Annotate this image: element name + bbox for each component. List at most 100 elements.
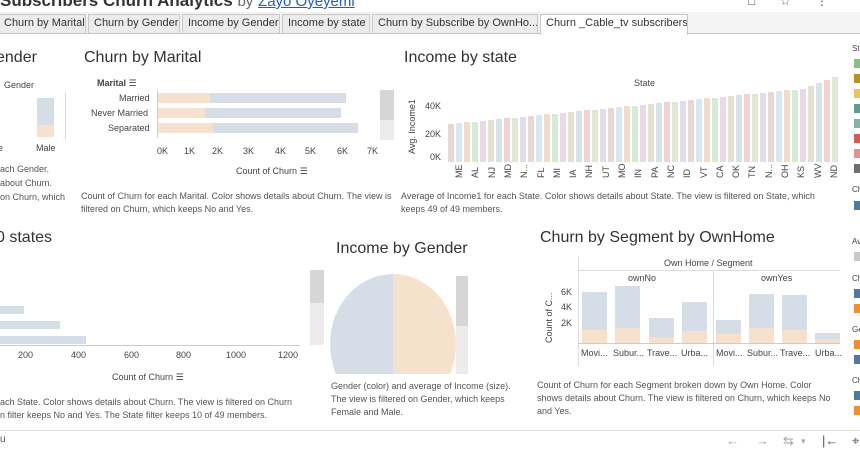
state-income-bar[interactable] — [456, 123, 462, 162]
legend-swatch[interactable] — [854, 119, 860, 128]
legend-swatch[interactable] — [854, 406, 860, 415]
state-income-bar[interactable] — [616, 107, 622, 162]
undo-icon[interactable]: ← — [726, 433, 739, 448]
revert-dropdown-icon[interactable]: ▾ — [801, 436, 806, 446]
legend-swatch[interactable] — [854, 104, 860, 113]
legend-swatch[interactable] — [854, 134, 860, 143]
author-link[interactable]: Zayo Oyeyemi — [258, 0, 355, 10]
bar-separated-yes[interactable] — [158, 123, 213, 133]
segment-bar-yes[interactable] — [716, 334, 741, 343]
segment-bar-no[interactable] — [615, 286, 640, 328]
sort-icon[interactable]: ☰ — [299, 166, 308, 176]
state-income-bar[interactable] — [568, 112, 574, 162]
segment-bar-yes[interactable] — [782, 330, 807, 343]
state-income-bar[interactable] — [592, 109, 598, 162]
legend-swatch[interactable] — [854, 59, 860, 68]
bar-male-yes[interactable] — [37, 125, 54, 137]
legend-swatch[interactable] — [854, 340, 860, 349]
marital-scroll-thumb[interactable] — [380, 90, 394, 120]
more-options-icon[interactable]: ⋮ — [816, 0, 828, 8]
bar-state-3[interactable] — [0, 336, 86, 344]
bar-state-1[interactable] — [0, 306, 24, 314]
bar-never-married-yes[interactable] — [158, 108, 205, 118]
state-income-bar[interactable] — [752, 93, 758, 162]
legend-swatch[interactable] — [854, 304, 860, 313]
legend-swatch[interactable] — [854, 201, 860, 210]
state-income-bar[interactable] — [600, 108, 606, 162]
legend-swatch[interactable] — [854, 289, 860, 298]
segment-bar-yes[interactable] — [749, 328, 774, 343]
revert-icon[interactable]: ⇆ — [783, 433, 794, 448]
sort-icon[interactable]: ☰ — [128, 78, 137, 88]
state-income-bar[interactable] — [480, 120, 486, 162]
state-income-bar[interactable] — [464, 122, 470, 162]
legend-swatch[interactable] — [854, 164, 860, 173]
bar-married-yes[interactable] — [158, 93, 210, 103]
state-income-bar[interactable] — [656, 103, 662, 162]
state-income-bar[interactable] — [672, 101, 678, 162]
bar-married-no[interactable] — [210, 93, 346, 103]
segment-bar-no[interactable] — [649, 318, 674, 337]
top-states-scroll-thumb[interactable] — [310, 270, 324, 303]
segment-bar-yes[interactable] — [815, 339, 840, 343]
segment-bar-yes[interactable] — [682, 331, 707, 343]
redo-icon[interactable]: → — [756, 433, 769, 448]
state-income-bar[interactable] — [648, 104, 654, 162]
state-income-bar[interactable] — [544, 114, 550, 162]
state-income-bar[interactable] — [664, 102, 670, 162]
share-icon[interactable]: ⌖ — [852, 433, 860, 448]
legend-swatch[interactable] — [854, 252, 860, 261]
state-income-bar[interactable] — [528, 116, 534, 162]
state-income-bar[interactable] — [768, 92, 774, 162]
state-income-bar[interactable] — [832, 76, 838, 162]
state-income-bar[interactable] — [776, 91, 782, 162]
state-income-bar[interactable] — [800, 88, 806, 162]
state-income-bar[interactable] — [552, 113, 558, 162]
legend-swatch[interactable] — [854, 149, 860, 158]
state-income-bar[interactable] — [496, 119, 502, 162]
bar-state-2[interactable] — [0, 321, 60, 329]
state-income-bar[interactable] — [512, 117, 518, 162]
tab-churn-by-marital[interactable]: Churn by Marital — [0, 14, 86, 33]
sort-icon[interactable]: ☰ — [175, 372, 184, 382]
state-income-bar[interactable] — [488, 120, 494, 162]
state-income-bar[interactable] — [728, 96, 734, 162]
favorite-star-icon[interactable]: ☆ — [780, 0, 791, 8]
state-income-bar[interactable] — [704, 98, 710, 162]
state-income-bar[interactable] — [792, 89, 798, 162]
bar-never-married-no[interactable] — [205, 108, 341, 118]
state-income-bar[interactable] — [736, 95, 742, 162]
income-gender-scrollbar[interactable] — [456, 276, 468, 374]
state-income-bar[interactable] — [720, 96, 726, 162]
state-income-bar[interactable] — [680, 100, 686, 162]
segment-bar-no[interactable] — [716, 320, 741, 334]
state-income-bar[interactable] — [504, 118, 510, 162]
state-income-bar[interactable] — [808, 85, 814, 162]
income-gender-scroll-thumb[interactable] — [456, 276, 468, 326]
pie-slice-male[interactable] — [330, 274, 393, 374]
tab-churn-cable-tv[interactable]: Churn _Cable_tv subscribers — [540, 14, 688, 35]
state-income-bar[interactable] — [560, 112, 566, 162]
top-states-scrollbar[interactable] — [310, 270, 324, 345]
tab-income-by-gender[interactable]: Income by Gender — [182, 14, 280, 33]
state-income-bar[interactable] — [816, 82, 822, 162]
tab-churn-by-gender[interactable]: Churn by Gender — [88, 14, 180, 33]
pie-slice-female[interactable] — [393, 274, 456, 374]
segment-bar-no[interactable] — [749, 294, 774, 328]
bar-male-no[interactable] — [37, 98, 54, 125]
tab-income-by-state[interactable]: Income by state — [282, 14, 370, 33]
state-income-bar[interactable] — [448, 124, 454, 162]
state-income-bar[interactable] — [760, 92, 766, 162]
window-icon[interactable]: □ — [748, 0, 756, 8]
income-gender-pie[interactable] — [330, 274, 456, 374]
state-income-bar[interactable] — [536, 115, 542, 162]
revert-all-icon[interactable]: |← — [822, 433, 839, 448]
segment-bar-yes[interactable] — [649, 337, 674, 343]
state-income-bar[interactable] — [688, 100, 694, 162]
marital-scrollbar[interactable] — [380, 90, 394, 140]
segment-bar-yes[interactable] — [615, 328, 640, 343]
segment-bar-no[interactable] — [682, 302, 707, 331]
legend-swatch[interactable] — [854, 89, 860, 98]
state-income-bar[interactable] — [576, 111, 582, 162]
state-income-bar[interactable] — [640, 104, 646, 162]
